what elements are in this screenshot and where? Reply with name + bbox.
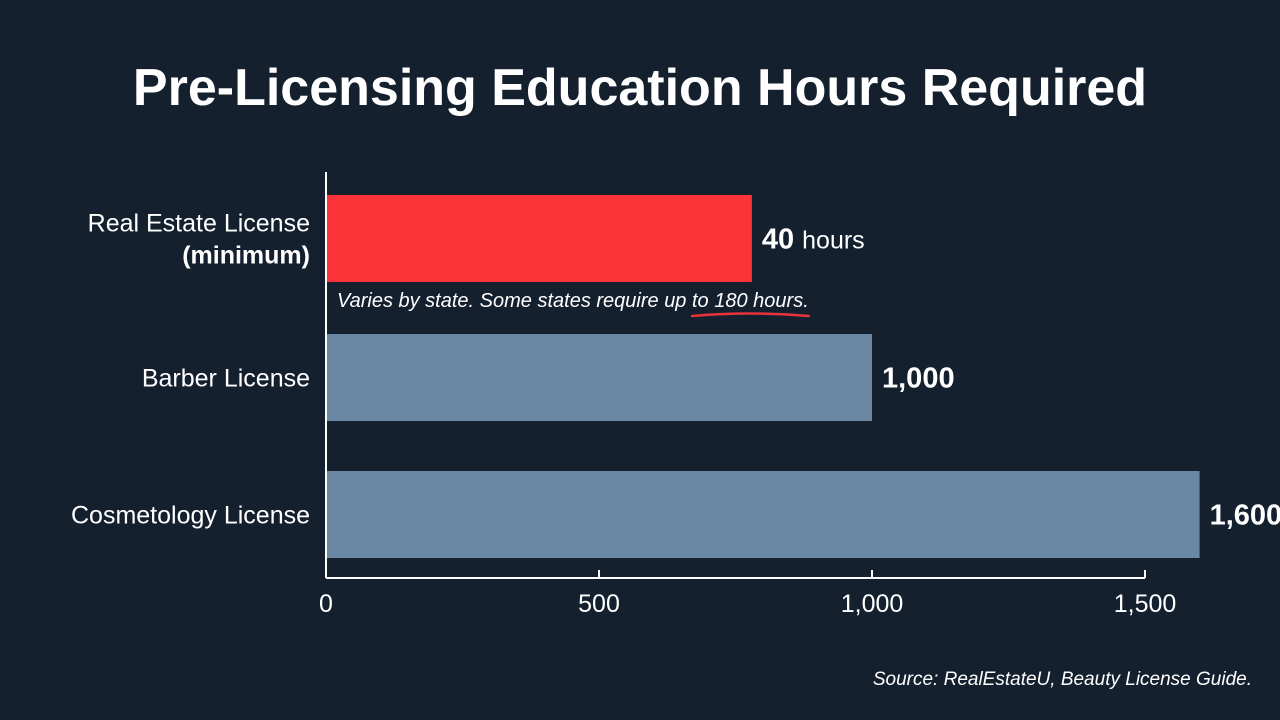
value-labels: 40 hours 1,000 1,600: [762, 224, 1280, 532]
chart-title: Pre-Licensing Education Hours Required: [133, 59, 1147, 117]
bars-layer: [326, 195, 1200, 558]
axes: 0 500 1,000 1,500: [319, 172, 1176, 618]
category-label: Cosmetology License: [71, 502, 310, 530]
bar-2: [326, 334, 872, 421]
source-note: Source: RealEstateU, Beauty License Guid…: [873, 669, 1252, 690]
annotation-note: Varies by state. Some states require up …: [337, 290, 809, 312]
x-tick-label: 1,000: [841, 590, 904, 618]
category-labels: Real Estate License (minimum) Barber Licen…: [71, 210, 310, 530]
annotation-underline: [690, 312, 810, 318]
bar-1: [326, 195, 752, 282]
value-label: 1,600: [1210, 500, 1280, 532]
value-label: 1,000: [882, 363, 955, 395]
x-tick-label: 0: [319, 590, 333, 618]
value-label: 40 hours: [762, 224, 865, 256]
x-tick-label: 1,500: [1114, 590, 1177, 618]
category-label: Real Estate License (minimum): [88, 210, 310, 270]
bar-3: [326, 471, 1200, 558]
annotation: Varies by state. Some states require up …: [337, 290, 810, 318]
x-tick-label: 500: [578, 590, 620, 618]
category-label: Barber License: [142, 365, 310, 393]
